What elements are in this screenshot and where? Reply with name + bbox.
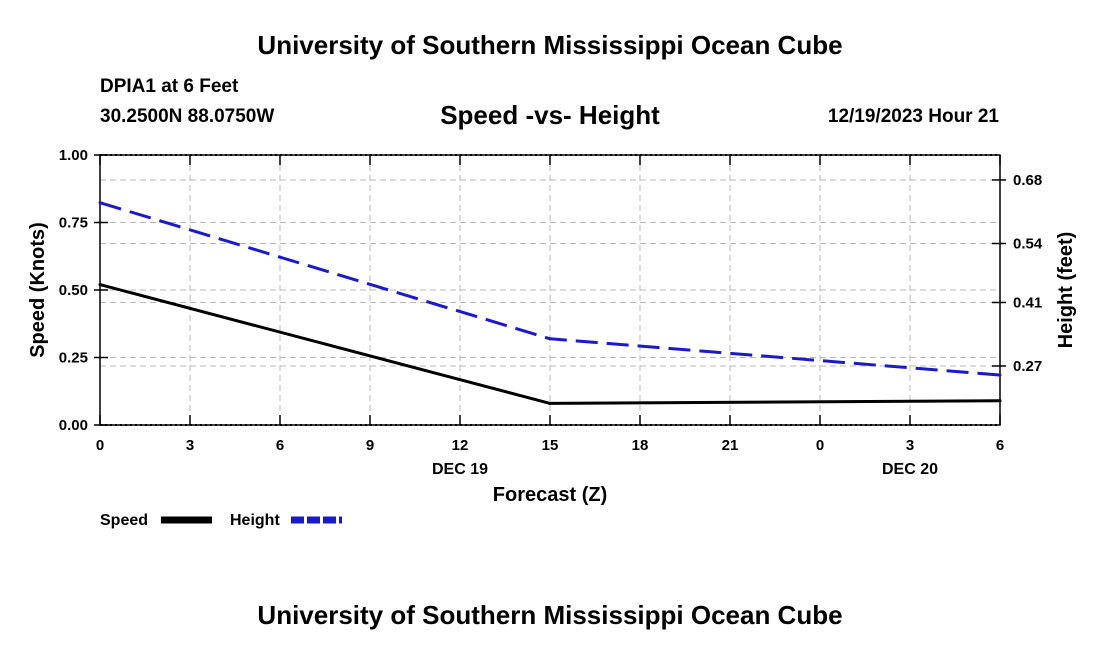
station-label: DPIA1 at 6 Feet [100, 76, 239, 97]
y2-tick-label: 0.54 [1013, 235, 1043, 252]
y-axis-label: Speed (Knots) [27, 222, 49, 358]
x-tick-label: 18 [632, 437, 649, 454]
y2-tick-label: 0.68 [1013, 172, 1042, 189]
station-coordinates: 30.2500N 88.0750W [100, 106, 275, 127]
series-point-height [998, 373, 1002, 377]
y-tick-label: 0.50 [59, 282, 88, 299]
footer-title: University of Southern Mississippi Ocean… [257, 600, 843, 630]
y-tick-label: 0.00 [59, 417, 88, 434]
series-point-speed [98, 283, 102, 287]
legend-label-height: Height [230, 512, 280, 529]
y-tick-label: 0.75 [59, 215, 88, 232]
series-point-speed [998, 399, 1002, 403]
y-tick-label: 0.25 [59, 350, 88, 367]
x-tick-label: 0 [816, 437, 824, 454]
page-title: University of Southern Mississippi Ocean… [257, 30, 843, 60]
x-tick-label: 21 [722, 437, 739, 454]
y2-tick-label: 0.27 [1013, 358, 1042, 375]
grid-lines [99, 154, 1001, 426]
x-tick-label: 12 [452, 437, 469, 454]
y2-tick-label: 0.41 [1013, 294, 1042, 311]
legend: Speed Height [100, 512, 342, 529]
x-axis-label: Forecast (Z) [493, 484, 607, 506]
x-tick-label: 15 [542, 437, 559, 454]
series-point-speed [548, 401, 552, 405]
x-tick-label: 3 [186, 437, 194, 454]
x-tick-label: 6 [276, 437, 284, 454]
series-lines [98, 201, 1002, 405]
series-point-height [98, 201, 102, 205]
x-date-label: DEC 20 [882, 461, 938, 478]
x-tick-label: 6 [996, 437, 1004, 454]
x-date-label: DEC 19 [432, 461, 488, 478]
axis-ticks: 0 3 6 9 12 15 18 21 0 3 6 DEC 19 DEC 20 0.00 0.25 0.50 0… [59, 147, 1043, 478]
x-tick-label: 0 [96, 437, 104, 454]
series-point-height [548, 337, 552, 341]
y-tick-label: 1.00 [59, 147, 88, 164]
legend-label-speed: Speed [100, 512, 148, 529]
y2-axis-label: Height (feet) [1055, 232, 1077, 349]
forecast-datetime: 12/19/2023 Hour 21 [827, 106, 999, 127]
x-tick-label: 9 [366, 437, 374, 454]
x-tick-label: 3 [906, 437, 914, 454]
chart-title: Speed -vs- Height [440, 100, 660, 130]
